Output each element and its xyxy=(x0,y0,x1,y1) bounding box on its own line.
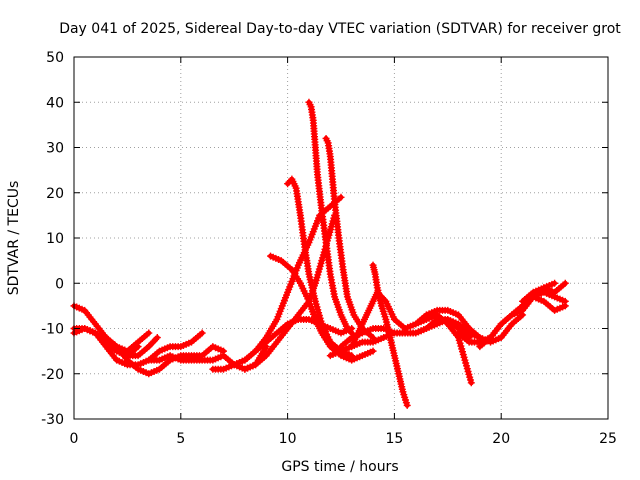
grid-lines xyxy=(74,57,608,419)
data-point xyxy=(145,329,153,337)
x-tick-label: 5 xyxy=(176,431,185,447)
data-point xyxy=(153,334,161,342)
x-tick-label: 25 xyxy=(599,431,617,447)
data-point xyxy=(337,193,345,201)
data-point xyxy=(561,302,569,310)
y-tick-label: 10 xyxy=(46,231,64,247)
y-tick-label: 40 xyxy=(46,95,64,111)
data-point xyxy=(346,328,354,336)
data-point xyxy=(198,329,206,337)
data-point xyxy=(369,347,377,355)
y-tick-label: 0 xyxy=(55,276,64,292)
axis-ticks xyxy=(73,56,609,420)
plot-series xyxy=(70,98,569,409)
series-track-11 xyxy=(284,175,356,360)
y-tick-label: 30 xyxy=(46,141,64,157)
data-point xyxy=(134,343,142,351)
x-axis-title: GPS time / hours xyxy=(281,459,398,475)
x-tick-label: 10 xyxy=(279,431,297,447)
y-tick-label: 20 xyxy=(46,186,64,202)
y-tick-labels: -30 -20 -10 0 10 20 30 40 50 xyxy=(41,50,64,428)
data-point xyxy=(403,401,411,409)
chart-title: Day 041 of 2025, Sidereal Day-to-day VTE… xyxy=(59,21,621,37)
data-point xyxy=(467,379,475,387)
y-tick-label: -10 xyxy=(41,322,64,338)
y-tick-label: -20 xyxy=(41,367,64,383)
series-track-4 xyxy=(81,325,142,360)
data-point xyxy=(561,279,569,287)
x-tick-label: 20 xyxy=(492,431,510,447)
y-axis-title: SDTVAR / TECUs xyxy=(6,181,22,296)
x-tick-labels: 0 5 10 15 20 25 xyxy=(70,431,617,447)
series-track-12 xyxy=(305,98,356,337)
data-point xyxy=(551,279,559,287)
x-tick-label: 15 xyxy=(385,431,403,447)
series-track-23 xyxy=(519,279,569,305)
x-tick-label: 0 xyxy=(70,431,79,447)
y-tick-label: -30 xyxy=(41,412,64,428)
y-tick-label: 50 xyxy=(46,50,64,66)
data-point xyxy=(348,352,356,360)
